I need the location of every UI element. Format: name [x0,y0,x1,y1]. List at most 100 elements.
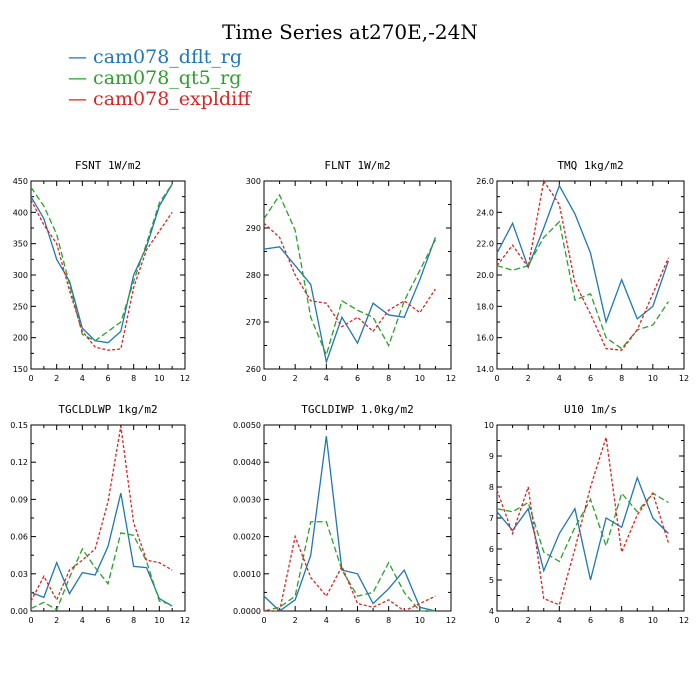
y-tick-label-4-0: 0.0000 [233,607,261,616]
x-tick-label-0-4: 8 [131,374,136,383]
y-tick-label-2-0: 14.0 [476,365,494,374]
x-tick-label-3-5: 10 [154,616,164,625]
series-line-3-2 [30,426,173,602]
y-tick-label-1-0: 260 [246,365,261,374]
series-line-3-0 [30,493,173,607]
y-tick-label-0-5: 400 [13,208,28,217]
y-tick-label-4-1: 0.0010 [233,570,261,579]
y-tick-label-4-3: 0.0030 [233,495,261,504]
x-tick-label-4-6: 12 [446,616,456,625]
y-tick-label-1-2: 280 [246,271,261,280]
main-title: Time Series at270E,-24N [222,20,478,44]
legend-text-dflt: cam078_dflt_rg [93,46,243,68]
y-tick-label-1-1: 270 [246,318,261,327]
x-tick-label-1-0: 0 [261,374,266,383]
series-line-1-1 [263,193,436,357]
x-tick-label-0-5: 10 [154,374,164,383]
legend-line-2: — [68,88,94,110]
x-tick-label-2-2: 4 [557,374,562,383]
y-tick-label-2-2: 18.0 [476,302,494,311]
y-tick-label-2-1: 16.0 [476,334,494,343]
x-tick-label-5-1: 2 [526,616,531,625]
y-tick-label-3-2: 0.06 [10,533,28,542]
series-line-0-2 [30,199,173,351]
x-tick-label-3-0: 0 [28,616,33,625]
legend-item-expldiff: — cam078_expldiff [68,88,251,110]
x-tick-label-3-6: 12 [180,616,190,625]
x-tick-label-5-2: 4 [557,616,562,625]
series-line-5-2 [496,437,670,606]
y-tick-label-1-3: 290 [246,224,261,233]
x-tick-label-5-6: 12 [679,616,689,625]
x-tick-label-3-2: 4 [80,616,85,625]
x-tick-label-0-3: 6 [105,374,110,383]
x-tick-label-3-3: 6 [105,616,110,625]
y-tick-label-0-2: 250 [13,302,28,311]
y-tick-label-3-5: 0.15 [10,421,28,430]
y-tick-label-3-0: 0.00 [10,607,28,616]
x-tick-label-1-4: 8 [386,374,391,383]
plot-frame-2 [496,180,685,370]
y-tick-label-0-0: 150 [13,365,28,374]
series-line-2-2 [496,179,670,351]
plot-frame-4 [263,424,452,612]
x-tick-label-2-1: 2 [526,374,531,383]
series-line-0-0 [30,183,173,344]
y-tick-label-3-4: 0.12 [10,458,28,467]
series-line-5-1 [496,491,669,563]
x-tick-label-1-3: 6 [355,374,360,383]
chart-panel-3: TGCLDLWP 1kg/m2 0.00 0.03 0.06 0.09 0.12 0.15 0… [10,403,190,625]
x-tick-label-4-5: 10 [415,616,425,625]
x-tick-label-1-1: 2 [293,374,298,383]
x-tick-label-2-6: 12 [679,374,689,383]
chart-panel-1: FLNT 1W/m2 260 270 280 290 300 0 2 4 6 8 10 12 [246,159,456,383]
legend-item-dflt: — cam078_dflt_rg [68,46,242,68]
y-tick-label-2-4: 22.0 [476,240,494,249]
y-tick-label-5-3: 7 [489,514,494,523]
y-tick-label-0-1: 200 [13,334,28,343]
legend-item-qt5: — cam078_qt5_rg [68,67,241,89]
y-tick-label-4-4: 0.0040 [233,458,261,467]
plot-frame-5 [496,424,685,612]
series-line-0-1 [30,183,173,342]
x-tick-label-2-4: 8 [619,374,624,383]
plot-frame-0 [30,180,186,370]
legend-text-expldiff: cam078_expldiff [93,88,251,110]
y-tick-label-1-4: 300 [246,177,261,186]
x-tick-label-1-2: 4 [324,374,329,383]
chart-panel-2: TMQ 1kg/m2 14.0 16.0 18.0 20.0 22.0 24.0 26.0 0 2… [476,159,689,383]
y-tick-label-0-4: 350 [13,240,28,249]
x-tick-label-2-5: 10 [648,374,658,383]
x-tick-label-5-0: 0 [494,616,499,625]
x-tick-label-0-1: 2 [54,374,59,383]
x-tick-label-4-1: 2 [293,616,298,625]
chart-panel-4: TGCLDIWP 1.0kg/m2 0.0000 0.0010 0.0020 0.003… [233,403,456,625]
x-tick-label-4-2: 4 [324,616,329,625]
series-line-1-0 [263,237,437,365]
chart-title-1: FLNT 1W/m2 [324,159,390,172]
x-tick-label-1-5: 10 [415,374,425,383]
x-tick-label-0-6: 12 [180,374,190,383]
x-tick-label-0-0: 0 [28,374,33,383]
chart-panel-0: FSNT 1W/m2 150 200 250 300 350 400 450 0 2 4 6 8 10 12 [13,159,190,383]
x-tick-label-0-2: 4 [80,374,85,383]
y-tick-label-5-5: 9 [489,452,494,461]
x-tick-label-4-4: 8 [386,616,391,625]
legend-line-0: — [68,46,94,68]
y-tick-label-2-3: 20.0 [476,271,494,280]
x-tick-label-3-1: 2 [54,616,59,625]
x-tick-label-2-3: 6 [588,374,593,383]
legend-text-qt5: cam078_qt5_rg [93,67,242,89]
x-tick-label-4-0: 0 [261,616,266,625]
y-tick-label-5-2: 6 [489,545,494,554]
series-line-4-1 [263,521,436,612]
y-tick-label-3-1: 0.03 [10,570,28,579]
series-line-2-0 [496,184,670,325]
x-tick-label-5-4: 8 [619,616,624,625]
y-tick-label-0-6: 450 [13,177,28,186]
y-tick-label-5-0: 4 [489,607,494,616]
x-tick-label-2-0: 0 [494,374,499,383]
x-tick-label-1-6: 12 [446,374,456,383]
series-line-5-0 [496,475,669,581]
